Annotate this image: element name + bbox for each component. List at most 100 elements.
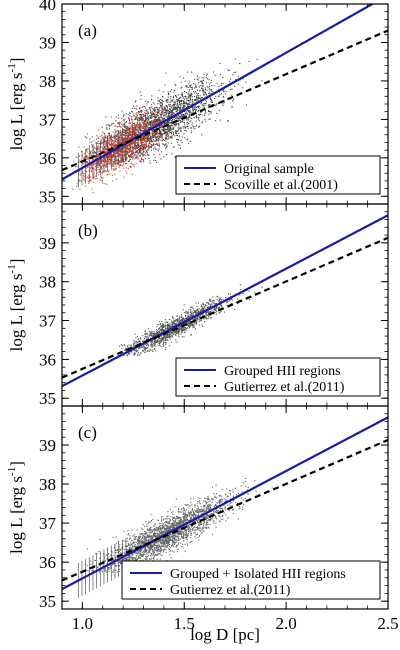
scatter-point	[130, 350, 132, 352]
scatter-point	[147, 137, 149, 139]
highlight-point	[146, 134, 149, 136]
highlight-point	[149, 160, 151, 162]
scatter-point	[131, 111, 133, 113]
scatter-point	[133, 105, 135, 107]
scatter-point	[184, 312, 186, 314]
highlight-point	[129, 130, 131, 132]
highlight-point	[90, 170, 93, 172]
scatter-point	[184, 95, 186, 97]
scatter-point	[157, 103, 159, 105]
scatter-point	[180, 333, 182, 335]
scatter-point	[129, 115, 131, 117]
scatter-point	[183, 102, 185, 104]
scatter-point	[167, 126, 169, 128]
scatter-point	[153, 333, 155, 335]
scatter-point	[190, 322, 192, 324]
scatter-point	[184, 105, 186, 107]
scatter-point	[176, 139, 178, 141]
scatter-point	[122, 158, 124, 160]
highlight-point	[152, 134, 154, 137]
y-tick-label: 39	[39, 33, 56, 52]
scatter-point	[222, 83, 224, 85]
highlight-point	[133, 151, 135, 153]
scatter-point	[161, 111, 163, 113]
scatter-point	[195, 109, 197, 111]
highlight-point	[115, 144, 117, 146]
scatter-point	[176, 116, 178, 118]
scatter-point	[189, 311, 191, 313]
scatter-point	[130, 351, 132, 353]
scatter-point	[190, 127, 192, 129]
highlight-point	[138, 125, 140, 128]
highlight-point	[170, 115, 173, 117]
scatter-point	[180, 99, 182, 101]
scatter-point	[140, 130, 142, 132]
scatter-point	[191, 315, 193, 317]
scatter-point	[121, 345, 123, 347]
scatter-point	[143, 124, 145, 126]
scatter-point	[155, 118, 157, 120]
scatter-point	[154, 103, 156, 105]
scatter-point	[146, 124, 148, 126]
scatter-point	[141, 114, 143, 116]
scatter-point	[139, 129, 141, 131]
scatter-point	[141, 120, 143, 122]
scatter-point	[126, 121, 128, 123]
highlight-point	[105, 137, 107, 139]
scatter-point	[106, 128, 108, 130]
scatter-point	[154, 134, 156, 136]
scatter-point	[143, 147, 145, 149]
scatter-point	[173, 128, 175, 130]
highlight-point	[142, 154, 144, 156]
highlight-point	[138, 138, 140, 140]
highlight-point	[129, 143, 131, 145]
highlight-point	[131, 173, 133, 175]
scatter-point	[199, 80, 201, 82]
scatter-point	[183, 103, 185, 105]
scatter-point	[173, 126, 175, 128]
scatter-point	[138, 151, 140, 153]
scatter-point	[216, 296, 218, 298]
highlight-point	[111, 168, 113, 170]
scatter-point	[192, 325, 194, 327]
scatter-point	[116, 158, 118, 160]
scatter-point	[169, 101, 171, 103]
scatter-point	[221, 306, 223, 308]
highlight-point	[87, 148, 89, 150]
scatter-point	[161, 120, 163, 122]
highlight-point	[102, 141, 105, 143]
scatter-point	[173, 89, 175, 91]
highlight-point	[126, 146, 128, 148]
highlight-point	[138, 120, 140, 122]
highlight-point	[106, 183, 108, 185]
scatter-point	[229, 81, 231, 83]
highlight-point	[83, 175, 85, 177]
highlight-point	[128, 131, 130, 134]
scatter-point	[169, 116, 171, 118]
highlight-point	[109, 144, 111, 146]
scatter-point	[136, 157, 138, 159]
highlight-point	[97, 166, 99, 168]
scatter-point	[211, 309, 213, 311]
scatter-point	[197, 97, 199, 99]
scatter-point	[187, 106, 189, 108]
highlight-point	[107, 161, 110, 163]
scatter-point	[209, 83, 211, 85]
highlight-point	[133, 143, 135, 145]
highlight-point	[121, 149, 123, 151]
scatter-point	[180, 103, 182, 105]
scatter-point	[154, 343, 156, 345]
scatter-point	[162, 143, 164, 145]
scatter-point	[203, 73, 205, 75]
scatter-point	[139, 150, 141, 152]
highlight-point	[136, 134, 138, 136]
scatter-point	[184, 102, 186, 104]
scatter-point	[138, 118, 140, 120]
scatter-point	[169, 124, 171, 126]
scatter-point	[169, 323, 171, 325]
highlight-point	[145, 123, 148, 125]
scatter-point	[231, 94, 233, 96]
scatter-point	[204, 109, 206, 111]
